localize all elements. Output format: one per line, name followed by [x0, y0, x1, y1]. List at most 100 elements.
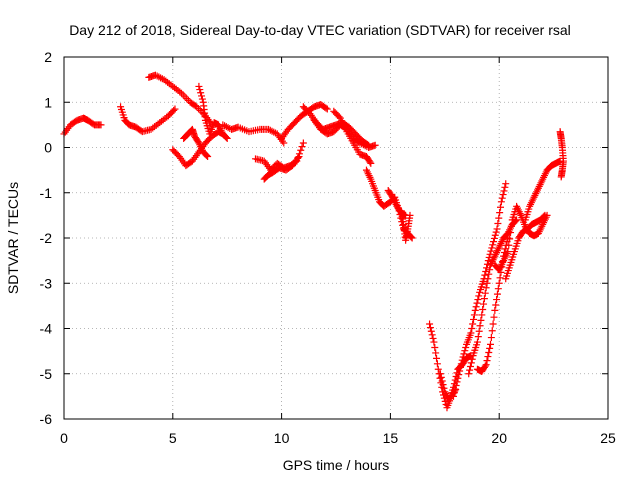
data-point [475, 292, 483, 300]
plot-frame [63, 56, 609, 420]
data-point [450, 392, 458, 400]
data-point [493, 296, 501, 304]
data-point [197, 89, 205, 97]
y-tick-label: -5 [40, 366, 53, 382]
data-point [335, 113, 343, 121]
data-markers [60, 71, 567, 412]
data-point [480, 300, 488, 308]
data-point [506, 235, 514, 243]
data-point [482, 361, 490, 369]
data-point [195, 82, 203, 90]
data-point [437, 373, 445, 381]
data-point [466, 363, 474, 371]
x-axis-title: GPS time / hours [283, 457, 390, 473]
data-point [280, 139, 288, 147]
data-point [461, 347, 469, 355]
data-point [433, 360, 441, 368]
data-point [429, 334, 437, 342]
data-point [428, 331, 436, 339]
data-point [479, 305, 487, 313]
y-tick-label: 0 [44, 140, 52, 156]
y-tick-label: -2 [40, 230, 53, 246]
y-axis-title: SDTVAR / TECUs [5, 182, 21, 294]
data-point [540, 212, 548, 220]
data-point [458, 356, 466, 364]
x-tick-label: 10 [274, 430, 290, 446]
data-point [501, 183, 509, 191]
data-point [222, 134, 230, 142]
y-tick-label: 2 [44, 49, 52, 65]
data-point [541, 211, 549, 219]
data-point [465, 370, 473, 378]
data-point [204, 153, 212, 161]
data-point [171, 105, 179, 113]
data-point [467, 359, 475, 367]
data-point [485, 348, 493, 356]
data-point [456, 367, 464, 375]
data-point [557, 173, 565, 181]
data-point [179, 91, 187, 99]
data-point [499, 191, 507, 199]
data-point [496, 274, 504, 282]
data-point [470, 311, 478, 319]
x-tick-label: 20 [491, 430, 507, 446]
data-point [430, 338, 438, 346]
data-point [427, 327, 435, 335]
data-point [507, 229, 515, 237]
data-point [436, 370, 444, 378]
data-point [426, 324, 434, 332]
data-point [451, 385, 459, 393]
data-point [486, 344, 494, 352]
data-point [496, 209, 504, 217]
data-point [426, 320, 434, 328]
data-point [366, 158, 374, 166]
data-point [367, 159, 375, 167]
data-point [493, 225, 501, 233]
data-point [481, 362, 489, 370]
data-point [97, 121, 105, 129]
data-point [476, 322, 484, 330]
data-point [468, 325, 476, 332]
data-point [223, 134, 231, 142]
data-point [431, 344, 439, 352]
data-point [170, 106, 178, 114]
data-point [490, 234, 498, 242]
y-tick-label: -3 [40, 275, 53, 291]
data-point [483, 279, 491, 287]
data-point [480, 295, 488, 303]
axis-ticks: 0 5 10 15 20 25 -6 -5 -4 -3 -2 -1 0 1 2 [40, 49, 616, 446]
data-point [371, 141, 379, 149]
data-point [483, 357, 491, 365]
data-point [498, 194, 506, 202]
data-point [493, 290, 501, 298]
data-point [295, 153, 303, 161]
data-point [481, 289, 489, 297]
data-point [484, 353, 492, 361]
data-point [468, 355, 476, 363]
data-point [481, 271, 489, 279]
data-point [512, 217, 520, 225]
data-point [487, 247, 495, 255]
data-point [507, 222, 515, 230]
data-point [438, 377, 446, 385]
data-point [491, 231, 499, 239]
data-point [490, 313, 498, 321]
data-point [467, 329, 475, 337]
data-point [495, 214, 503, 222]
data-point [488, 327, 496, 335]
y-tick-label: -4 [40, 321, 53, 337]
data-point [488, 244, 496, 252]
data-point [466, 366, 474, 374]
data-point [196, 86, 204, 94]
data-point [297, 146, 305, 154]
data-point [299, 139, 307, 147]
data-point [453, 378, 461, 386]
data-point [495, 279, 503, 287]
data-point [502, 180, 510, 188]
data-point [181, 93, 189, 101]
data-point [494, 285, 502, 293]
data-point [497, 198, 505, 206]
data-point [183, 95, 191, 103]
x-tick-label: 5 [169, 430, 177, 446]
